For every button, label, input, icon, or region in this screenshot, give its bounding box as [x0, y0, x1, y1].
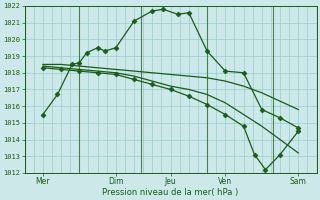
- X-axis label: Pression niveau de la mer( hPa ): Pression niveau de la mer( hPa ): [102, 188, 239, 197]
